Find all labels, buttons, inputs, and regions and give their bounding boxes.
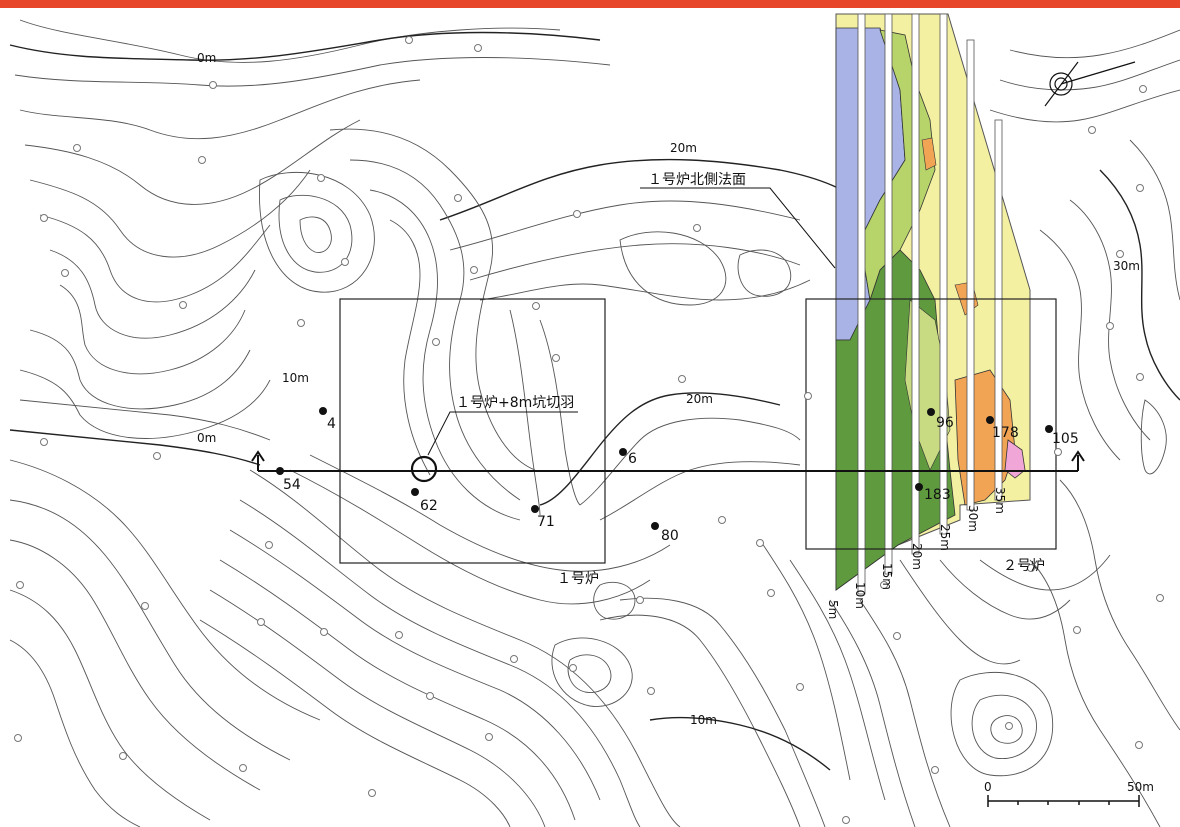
bh-178-label: 178 xyxy=(992,425,1019,441)
bh-183-dot xyxy=(915,483,923,491)
scale-bar xyxy=(987,795,1140,807)
pit-face-marker xyxy=(410,455,438,483)
strip-label-5m: 5m xyxy=(826,600,840,619)
scale-bar-start-label: 0 xyxy=(984,780,992,794)
strip-label-25m: 25m xyxy=(938,524,952,551)
contour-label-30m-right: 30m xyxy=(1113,259,1140,273)
bh-54-label: 54 xyxy=(283,477,301,493)
slope-north-label: １号炉北側法面 xyxy=(648,172,746,188)
pit-face-leader xyxy=(427,411,578,456)
geology-pink-zone xyxy=(1004,439,1026,479)
bh-80-dot xyxy=(651,522,659,530)
survey-points xyxy=(14,36,1164,824)
bh-178-dot xyxy=(986,416,994,424)
bh-183-label: 183 xyxy=(924,487,951,503)
section-line xyxy=(251,450,1085,472)
contour-label-20m-mid: 20m xyxy=(686,392,713,406)
bh-105-dot xyxy=(1045,425,1053,433)
reactor2-outline xyxy=(805,298,1057,550)
bh-71-dot xyxy=(531,505,539,513)
scale-bar-end-label: 50m xyxy=(1127,780,1154,794)
reactor1-label: １号炉 xyxy=(557,571,599,587)
strip-label-15m: 15m xyxy=(880,563,894,590)
pit-face-label: １号炉+8m坑切羽 xyxy=(456,395,574,411)
bh-71-label: 71 xyxy=(537,514,555,530)
geology-orange-patch-2 xyxy=(921,137,937,171)
contour-label-10m-left: 10m xyxy=(282,371,309,385)
bh-54-dot xyxy=(276,467,284,475)
reactor2-label: ２号炉 xyxy=(1003,558,1045,574)
contour-label-10m-bottom: 10m xyxy=(690,713,717,727)
bh-6-label: 6 xyxy=(628,451,637,467)
north-arrow xyxy=(1044,61,1136,107)
bh-62-label: 62 xyxy=(420,498,438,514)
strip-label-10m: 10m xyxy=(853,582,867,609)
bh-4-dot xyxy=(319,407,327,415)
bh-6-dot xyxy=(619,448,627,456)
strip-label-35m: 35m xyxy=(993,487,1007,514)
bh-4-label: 4 xyxy=(327,416,336,432)
contour-label-20m-top: 20m xyxy=(670,141,697,155)
bh-96-label: 96 xyxy=(936,415,954,431)
contour-label-0m-left: 0m xyxy=(197,431,216,445)
bh-62-dot xyxy=(411,488,419,496)
section-strips xyxy=(857,13,1003,595)
reactor1-outline xyxy=(339,298,606,564)
bh-96-dot xyxy=(927,408,935,416)
bh-80-label: 80 xyxy=(661,528,679,544)
bh-105-label: 105 xyxy=(1052,431,1079,447)
strip-label-30m: 30m xyxy=(966,505,980,532)
borehole-dots xyxy=(276,407,1053,530)
slope-leader xyxy=(640,187,836,269)
strip-label-20m: 20m xyxy=(910,543,924,570)
contour-label-0m-top: 0m xyxy=(197,51,216,65)
header-accent-bar xyxy=(0,0,1180,8)
